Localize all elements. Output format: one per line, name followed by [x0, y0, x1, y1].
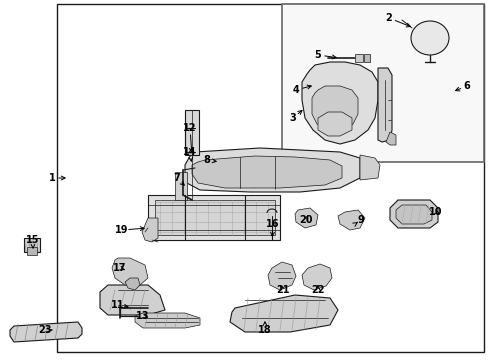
Text: 17: 17	[113, 263, 126, 273]
Polygon shape	[359, 155, 379, 180]
Text: 11: 11	[111, 300, 124, 310]
Polygon shape	[377, 68, 391, 142]
Text: 8: 8	[203, 155, 210, 165]
Polygon shape	[135, 313, 200, 328]
Text: 1: 1	[48, 173, 55, 183]
Bar	[184, 110, 199, 155]
Text: 7: 7	[173, 173, 180, 183]
Bar	[354, 54, 362, 62]
Polygon shape	[142, 218, 158, 242]
Polygon shape	[100, 285, 164, 315]
Bar	[282, 4, 483, 162]
Text: 20: 20	[299, 215, 312, 225]
Polygon shape	[302, 264, 331, 290]
Text: 10: 10	[428, 207, 442, 217]
Bar	[57, 4, 483, 352]
Bar	[27, 247, 37, 255]
Polygon shape	[184, 148, 359, 192]
Text: 23: 23	[38, 325, 52, 335]
Text: 22: 22	[311, 285, 324, 295]
Polygon shape	[229, 295, 337, 332]
Text: 21: 21	[276, 285, 289, 295]
Polygon shape	[294, 208, 317, 228]
Polygon shape	[337, 210, 364, 230]
Polygon shape	[302, 62, 377, 144]
Text: 6: 6	[463, 81, 469, 91]
Ellipse shape	[410, 21, 448, 55]
Polygon shape	[112, 258, 148, 285]
Bar	[363, 54, 369, 62]
Text: 14: 14	[183, 147, 196, 157]
Polygon shape	[395, 205, 431, 224]
Polygon shape	[317, 112, 351, 136]
Text: 9: 9	[357, 215, 364, 225]
Polygon shape	[192, 156, 341, 188]
Polygon shape	[125, 278, 140, 290]
Text: 13: 13	[136, 311, 149, 321]
Bar	[24, 238, 40, 252]
Text: 5: 5	[314, 50, 321, 60]
Bar	[175, 172, 186, 200]
Polygon shape	[385, 132, 395, 145]
Polygon shape	[155, 200, 274, 235]
Polygon shape	[10, 322, 82, 342]
Polygon shape	[389, 200, 437, 228]
Polygon shape	[267, 262, 295, 290]
Text: 19: 19	[115, 225, 128, 235]
Text: 12: 12	[183, 123, 196, 133]
Text: 2: 2	[385, 13, 391, 23]
Text: 16: 16	[265, 219, 279, 229]
Text: 4: 4	[292, 85, 299, 95]
Text: 18: 18	[258, 325, 271, 335]
Polygon shape	[311, 86, 357, 130]
Text: 15: 15	[26, 235, 40, 245]
Text: 3: 3	[289, 113, 296, 123]
Polygon shape	[148, 195, 280, 240]
